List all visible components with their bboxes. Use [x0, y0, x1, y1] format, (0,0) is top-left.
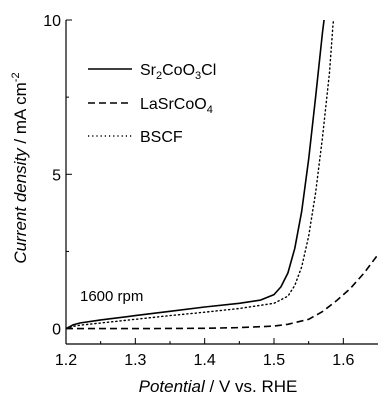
axes-layer: 1.2 1.3 1.4 1.5 1.6 0 5 10 Potential / V vs. RHE… [10, 13, 378, 396]
x-tick-label: 1.2 [55, 352, 77, 369]
y-axis-title: Current density / mA cm-2 [10, 72, 30, 263]
x-tick-label: 1.4 [194, 352, 216, 369]
legend-label-sr2coo3cl: Sr2CoO3Cl [140, 62, 216, 82]
legend-label-lasrcoo4: LaSrCoO4 [140, 96, 213, 116]
y-tick-label: 0 [52, 322, 61, 339]
annotation-rpm: 1600 rpm [80, 288, 143, 305]
y-tick-label: 10 [43, 13, 61, 30]
x-axis-title: Potential / V vs. RHE [139, 377, 298, 396]
legend: Sr2CoO3Cl LaSrCoO4 BSCF [88, 62, 216, 146]
y-tick-label: 5 [52, 167, 61, 184]
series-layer [66, 20, 378, 330]
x-tick-label: 1.6 [332, 352, 354, 369]
series-line-lasrcoo4 [66, 254, 378, 330]
series-line-sr2coo3cl [66, 20, 325, 330]
series-line-bscf [66, 20, 335, 330]
x-tick-label: 1.3 [124, 352, 146, 369]
legend-label-bscf: BSCF [140, 129, 183, 146]
x-tick-label: 1.5 [263, 352, 285, 369]
